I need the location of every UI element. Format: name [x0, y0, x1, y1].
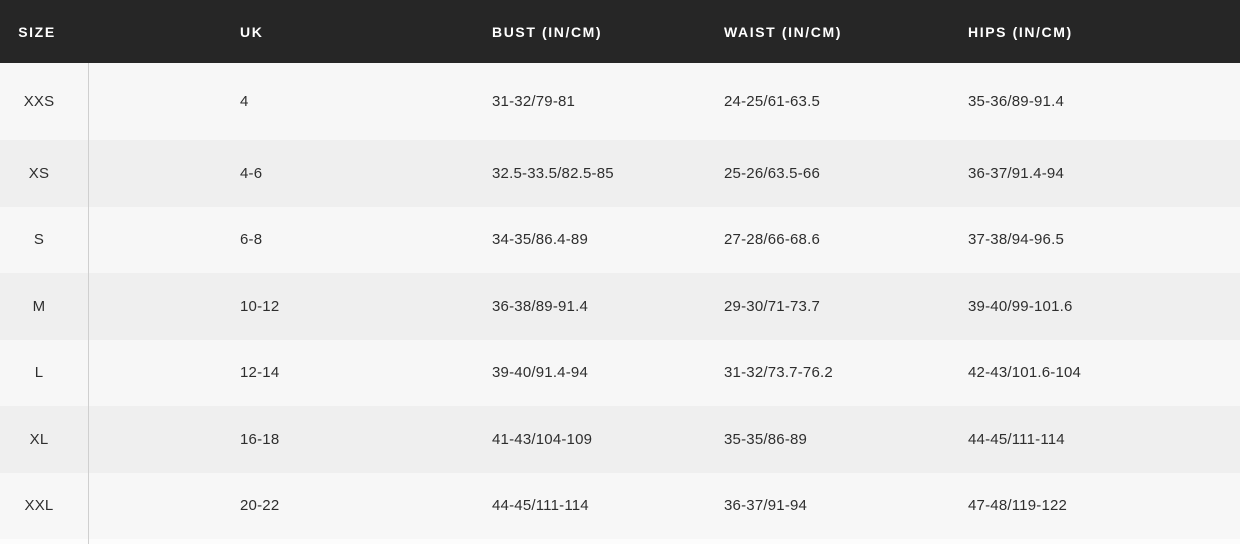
cell-bust: 41-43/104-109 — [492, 430, 593, 448]
table-row-xs: XS 4-6 32.5-33.5/82.5-85 25-26/63.5-66 3… — [0, 140, 1240, 207]
cell-uk: 4 — [240, 93, 249, 110]
column-header-waist: WAIST (IN/CM) — [724, 23, 843, 40]
cell-hips: 47-48/119-122 — [968, 497, 1068, 515]
cell-bust: 36-38/89-91.4 — [492, 297, 589, 315]
cell-waist: 24-25/61-63.5 — [724, 93, 821, 110]
cell-waist: 36-37/91-94 — [724, 497, 808, 515]
table-row-m: M 10-12 36-38/89-91.4 29-30/71-73.7 39-4… — [0, 273, 1240, 340]
table-row-s: S 6-8 34-35/86.4-89 27-28/66-68.6 37-38/… — [0, 206, 1240, 273]
cell-uk: 20-22 — [240, 497, 280, 515]
table-row-xxs: XXS 4 31-32/79-81 24-25/61-63.5 35-36/89… — [0, 63, 1240, 140]
cell-waist: 29-30/71-73.7 — [724, 297, 821, 315]
size-column-divider — [88, 63, 89, 544]
table-header-row: SIZE UK BUST (IN/CM) WAIST (IN/CM) HIPS … — [0, 0, 1240, 63]
cell-hips: 36-37/91.4-94 — [968, 164, 1065, 182]
cell-size: M — [32, 297, 46, 315]
cell-bust: 34-35/86.4-89 — [492, 231, 589, 249]
column-header-hips: HIPS (IN/CM) — [968, 23, 1073, 40]
cell-uk: 16-18 — [240, 430, 280, 448]
table-row-xxl: XXL 20-22 44-45/111-114 36-37/91-94 47-4… — [0, 472, 1240, 539]
cell-uk: 10-12 — [240, 297, 280, 315]
cell-hips: 44-45/111-114 — [968, 430, 1065, 448]
cell-hips: 39-40/99-101.6 — [968, 297, 1073, 315]
cell-size: S — [33, 231, 45, 249]
cell-uk: 12-14 — [240, 364, 280, 382]
cell-bust: 39-40/91.4-94 — [492, 364, 589, 382]
cell-size: L — [34, 364, 44, 382]
cell-hips: 35-36/89-91.4 — [968, 93, 1065, 110]
cell-uk: 6-8 — [240, 231, 263, 249]
cell-hips: 42-43/101.6-104 — [968, 364, 1082, 382]
column-header-bust: BUST (IN/CM) — [492, 23, 603, 40]
cell-size: XL — [29, 430, 49, 448]
table-row-l: L 12-14 39-40/91.4-94 31-32/73.7-76.2 42… — [0, 339, 1240, 406]
table-body: XXS 4 31-32/79-81 24-25/61-63.5 35-36/89… — [0, 63, 1240, 539]
cell-size: XS — [28, 164, 50, 182]
cell-size: XXS — [23, 93, 55, 110]
cell-waist: 31-32/73.7-76.2 — [724, 364, 833, 382]
table-row-xl: XL 16-18 41-43/104-109 35-35/86-89 44-45… — [0, 406, 1240, 473]
column-header-uk: UK — [240, 23, 264, 40]
cell-bust: 31-32/79-81 — [492, 93, 576, 110]
cell-size: XXL — [24, 497, 54, 515]
cell-uk: 4-6 — [240, 164, 263, 182]
column-header-size: SIZE — [18, 23, 56, 40]
cell-waist: 25-26/63.5-66 — [724, 164, 821, 182]
cell-bust: 32.5-33.5/82.5-85 — [492, 164, 614, 182]
cell-hips: 37-38/94-96.5 — [968, 231, 1065, 249]
cell-waist: 35-35/86-89 — [724, 430, 808, 448]
cell-bust: 44-45/111-114 — [492, 497, 589, 515]
cell-waist: 27-28/66-68.6 — [724, 231, 821, 249]
